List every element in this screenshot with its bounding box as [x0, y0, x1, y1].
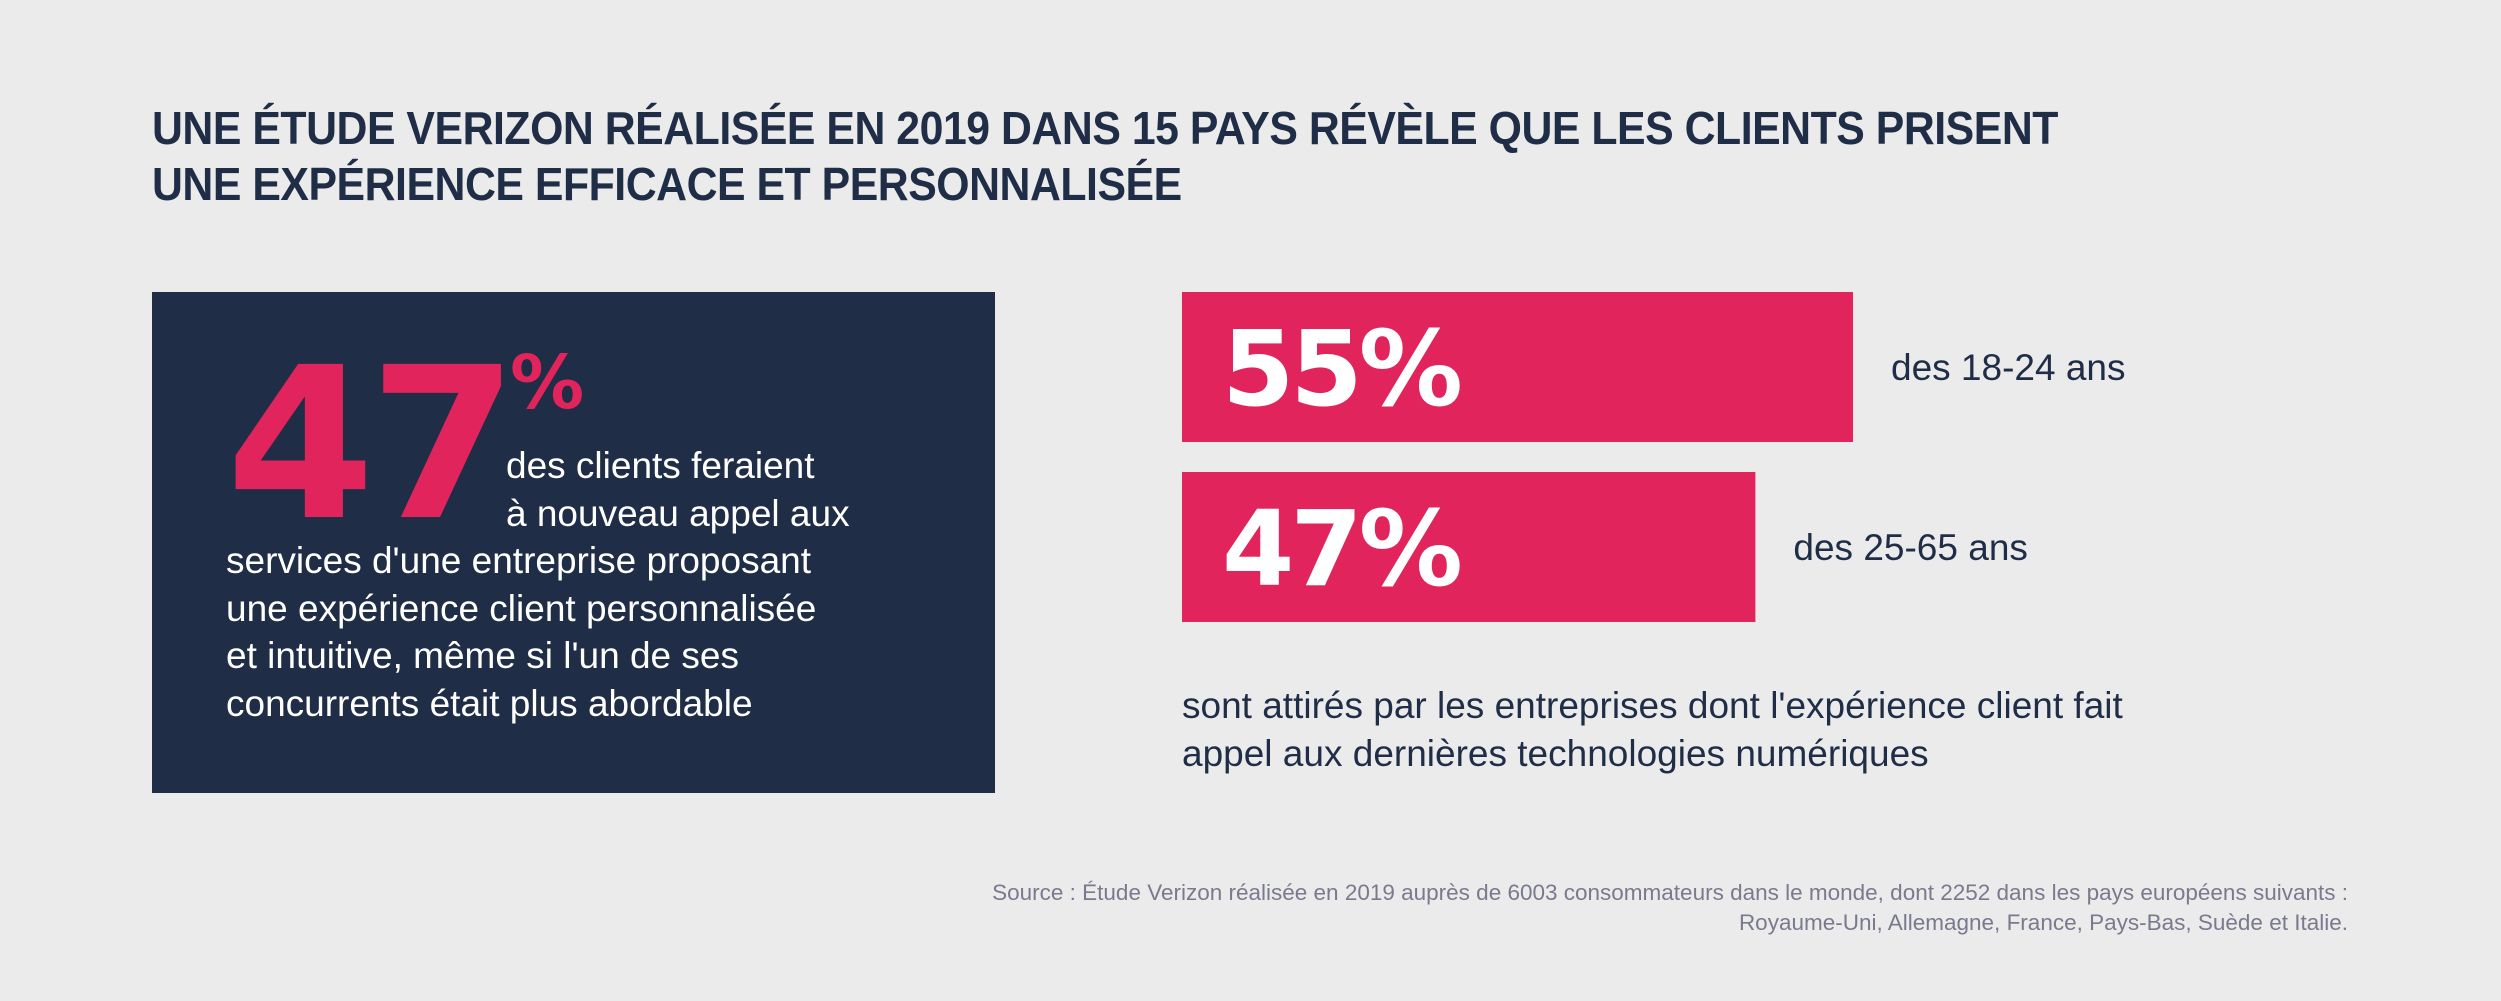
highlight-stat-line: concurrents était plus abordable	[226, 682, 753, 724]
highlight-stat-description: des clients feraient à nouveau appel aux…	[226, 442, 946, 727]
source-line: Royaume-Uni, Allemagne, France, Pays-Bas…	[1738, 910, 2348, 935]
bar-value-label: 55%	[1222, 308, 1460, 430]
highlight-stat-panel: 47 % des clients feraient à nouveau appe…	[152, 292, 995, 793]
chart-description-line: sont attirés par les entreprises dont l'…	[1182, 685, 2123, 726]
bar-category-label: des 25-65 ans	[1793, 527, 2028, 568]
highlight-stat-percent-sign: %	[510, 340, 585, 426]
bar-category-label: des 18-24 ans	[1891, 347, 2126, 388]
title-line-2: UNE EXPÉRIENCE EFFICACE ET PERSONNALISÉE	[152, 158, 1182, 210]
highlight-stat-line: et intuitive, même si l'un de ses	[226, 635, 739, 676]
highlight-stat-number: 47	[226, 322, 518, 567]
bar-value-label: 47%	[1222, 488, 1460, 610]
page-title: UNE ÉTUDE VERIZON RÉALISÉE EN 2019 DANS …	[152, 100, 2058, 212]
highlight-stat-line: services d'une entreprise proposant	[226, 540, 812, 581]
title-line-1: UNE ÉTUDE VERIZON RÉALISÉE EN 2019 DANS …	[152, 102, 2058, 154]
highlight-stat-line: à nouveau appel aux	[506, 492, 850, 534]
chart-description: sont attirés par les entreprises dont l'…	[1182, 682, 2123, 778]
bar-2	[1182, 472, 1756, 622]
bar-1	[1182, 292, 1853, 442]
highlight-stat-line: des clients feraient	[506, 445, 815, 486]
chart-description-line: appel aux dernières technologies numériq…	[1182, 733, 1929, 774]
source-line: Source : Étude Verizon réalisée en 2019 …	[992, 880, 2348, 905]
highlight-stat-line: une expérience client personnalisée	[226, 587, 817, 629]
source-note: Source : Étude Verizon réalisée en 2019 …	[992, 878, 2348, 938]
